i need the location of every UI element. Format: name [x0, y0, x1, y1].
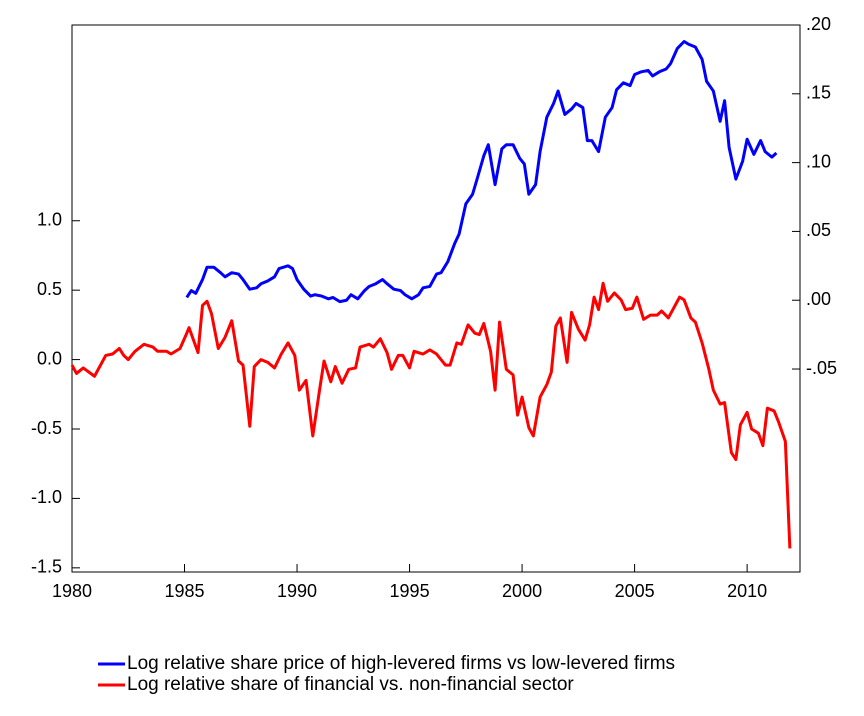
y2-tick-label: .15	[806, 83, 831, 103]
y2-tick-label: .05	[806, 220, 831, 240]
legend-label: Log relative share price of high-levered…	[127, 653, 675, 674]
legend-label: Log relative share of financial vs. non-…	[127, 674, 574, 695]
series-line	[185, 40, 778, 304]
x-tick-label: 2000	[502, 581, 542, 601]
x-tick-label: 1985	[164, 581, 204, 601]
x-tick-label: 1995	[390, 581, 430, 601]
legend: Log relative share price of high-levered…	[98, 653, 675, 695]
series-line	[70, 281, 792, 549]
y-tick-label: -1.5	[31, 557, 62, 577]
plot-frame	[71, 24, 801, 573]
y-tick-label: -0.5	[31, 418, 62, 438]
y2-tick-label: .10	[806, 151, 831, 171]
y-tick-label: 0.5	[37, 279, 62, 299]
x-tick-label: 1980	[52, 581, 92, 601]
x-tick-label: 2005	[615, 581, 655, 601]
x-tick-label: 2010	[727, 581, 767, 601]
y2-tick-label: .00	[806, 289, 831, 309]
y2-tick-label: .20	[806, 14, 831, 34]
y-tick-label: 0.0	[37, 348, 62, 368]
y-tick-label: 1.0	[37, 210, 62, 230]
y2-tick-label: -.05	[806, 358, 837, 378]
x-tick-label: 1990	[277, 581, 317, 601]
y-tick-label: -1.0	[31, 487, 62, 507]
